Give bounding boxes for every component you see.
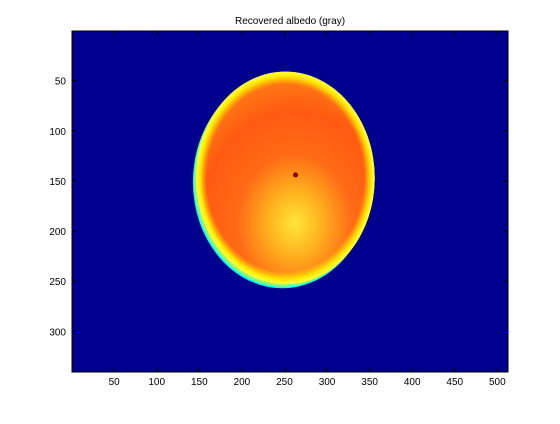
y-tick-label: 100 — [49, 127, 66, 138]
x-tick-label: 100 — [148, 377, 165, 388]
x-tick-label: 150 — [191, 377, 208, 388]
y-tick-label: 50 — [55, 77, 67, 88]
x-axis-ticks: 50 100 150 200 250 300 350 400 450 500 — [109, 31, 506, 388]
x-tick-label: 300 — [319, 377, 336, 388]
y-tick-label: 200 — [49, 227, 66, 238]
x-tick-label: 200 — [234, 377, 251, 388]
y-tick-label: 150 — [49, 177, 66, 188]
y-tick-label: 250 — [49, 277, 66, 288]
albedo-dark-spot — [293, 172, 299, 178]
x-tick-label: 400 — [404, 377, 421, 388]
x-tick-label: 250 — [276, 377, 293, 388]
x-tick-label: 450 — [446, 377, 463, 388]
albedo-rim-top — [195, 71, 375, 285]
chart-title: Recovered albedo (gray) — [235, 16, 345, 27]
y-tick-label: 300 — [49, 327, 66, 338]
x-tick-label: 350 — [361, 377, 378, 388]
x-tick-label: 50 — [109, 377, 121, 388]
x-tick-label: 500 — [489, 377, 506, 388]
y-axis-ticks: 50 100 150 200 250 300 — [49, 77, 508, 338]
plot-frame — [71, 30, 509, 373]
